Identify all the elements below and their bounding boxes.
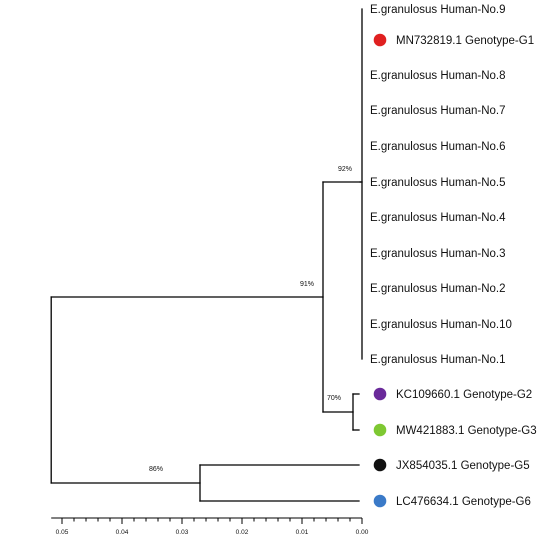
taxon-label: E.granulosus Human-No.7 <box>370 105 506 117</box>
taxon-label: E.granulosus Human-No.1 <box>370 354 506 366</box>
taxon-label: E.granulosus Human-No.5 <box>370 177 506 189</box>
bootstrap-g1-clade: 92% <box>338 166 352 173</box>
taxon-label: MW421883.1 Genotype-G3 <box>396 425 537 437</box>
axis-tick-label: 0.05 <box>56 529 69 536</box>
tree-branches <box>50 8 363 502</box>
taxon-label: E.granulosus Human-No.8 <box>370 70 506 82</box>
distance-axis: 0.05 0.04 0.03 0.02 0.01 0.00 <box>51 517 369 536</box>
taxon-labels: E.granulosus Human-No.9 MN732819.1 Genoty… <box>370 4 537 508</box>
bootstrap-labels: 92% 91% 70% 86% <box>149 166 352 473</box>
bootstrap-g5-g6-clade: 86% <box>149 466 163 473</box>
axis-tick-label: 0.00 <box>356 529 369 536</box>
taxon-label: E.granulosus Human-No.3 <box>370 248 506 260</box>
taxon-label: LC476634.1 Genotype-G6 <box>396 496 531 508</box>
taxon-marker-dot <box>373 494 387 508</box>
taxon-label: E.granulosus Human-No.2 <box>370 283 506 295</box>
taxon-label: E.granulosus Human-No.4 <box>370 212 506 224</box>
taxon-label: E.granulosus Human-No.10 <box>370 319 512 331</box>
bootstrap-g2-g3-clade: 70% <box>327 395 341 402</box>
taxon-label: MN732819.1 Genotype-G1 <box>396 35 534 47</box>
bootstrap-g1-g3-clade: 91% <box>300 281 314 288</box>
taxon-label: JX854035.1 Genotype-G5 <box>396 460 530 472</box>
taxon-marker-dot <box>373 423 387 437</box>
axis-tick-label: 0.04 <box>116 529 129 536</box>
axis-tick-label: 0.02 <box>236 529 249 536</box>
taxon-marker-dot <box>373 458 387 472</box>
taxon-label: KC109660.1 Genotype-G2 <box>396 389 532 401</box>
taxon-marker-dot <box>373 33 387 47</box>
axis-tick-label: 0.01 <box>296 529 309 536</box>
axis-tick-label: 0.03 <box>176 529 189 536</box>
taxon-label: E.granulosus Human-No.9 <box>370 4 506 16</box>
taxon-label: E.granulosus Human-No.6 <box>370 141 506 153</box>
taxon-marker-dot <box>373 387 387 401</box>
